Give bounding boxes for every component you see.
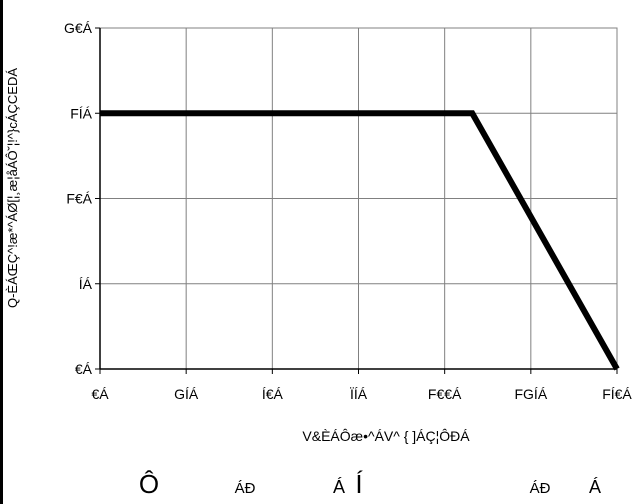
y-axis-label: Q-ÈÁŒÇ^!æ*^ÁØ[¦¸æ¦åÁÔ˘¦!^}cÁÇCEDÁ xyxy=(5,68,20,308)
footer-glyph-3: Á xyxy=(333,477,345,497)
x-tick-label: €Á xyxy=(91,386,109,402)
y-tick-label: ÍÁ xyxy=(79,276,93,292)
x-tick-label: Í€Á xyxy=(262,386,284,402)
x-tick-label: F€€Á xyxy=(428,386,462,402)
footer-glyph-2: ÁÐ xyxy=(235,480,256,497)
x-tick-label: FÍ€Á xyxy=(602,386,632,402)
y-tick-label: FÍÁ xyxy=(70,105,92,121)
y-tick-label: G€Á xyxy=(64,20,93,36)
footer-text-row: Ô ÁÐ Á Í ÁÐ Á xyxy=(139,469,601,499)
x-tick-label: ÏÍÁ xyxy=(350,386,368,402)
series-group xyxy=(100,110,620,371)
series-line xyxy=(100,110,620,371)
y-axis-ticks: €Á ÍÁ F€Á FÍÁ G€Á xyxy=(64,20,100,377)
footer-glyph-6: Á xyxy=(589,477,601,497)
footer-glyph-5: ÁÐ xyxy=(530,480,551,497)
x-tick-label: FGÍÁ xyxy=(514,386,547,402)
x-tick-label: GÍÁ xyxy=(174,386,199,402)
y-tick-label: €Á xyxy=(75,361,93,377)
footer-glyph-1: Ô xyxy=(139,469,159,499)
y-tick-label: F€Á xyxy=(66,191,92,207)
footer-glyph-4: Í xyxy=(355,469,363,499)
x-axis-ticks: €Á GÍÁ Í€Á ÏÍÁ F€€Á FGÍÁ FÍ€Á xyxy=(91,369,632,402)
grid-lines xyxy=(99,27,618,370)
x-axis-label: V&ÈÁÔæ•^ÁV^ { ]ÁÇ¦ÔÐÁ xyxy=(302,428,470,444)
